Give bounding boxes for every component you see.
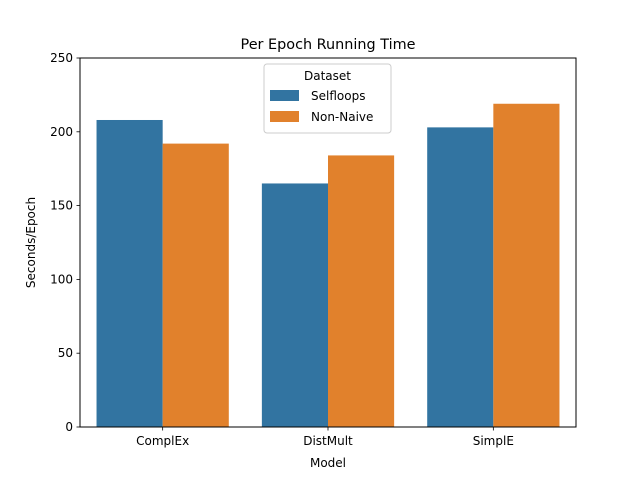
x-tick-label-complex: ComplEx (136, 434, 189, 448)
bar-simple-selfloops (427, 127, 494, 427)
y-axis-label: Seconds/Epoch (24, 197, 38, 288)
legend-swatch-non-naive (270, 111, 299, 122)
legend-swatch-selfloops (270, 90, 299, 101)
bars-group (96, 103, 560, 428)
y-tick-label: 100 (50, 272, 73, 286)
bar-distmult-selfloops (261, 183, 328, 427)
legend-label-selfloops: Selfloops (311, 89, 365, 103)
bar-complex-selfloops (96, 119, 163, 427)
y-axis: 0 50 100 150 200 250 (50, 51, 80, 434)
x-axis: ComplEx DistMult SimplE (136, 427, 514, 448)
bar-distmult-non-naive (328, 155, 395, 427)
y-tick-label: 0 (65, 420, 73, 434)
bar-complex-non-naive (162, 143, 229, 427)
legend-items: Selfloops Non-Naive (270, 89, 373, 124)
y-tick-label: 150 (50, 199, 73, 213)
legend-label-non-naive: Non-Naive (311, 110, 373, 124)
plot-area-frame (79, 57, 577, 428)
x-axis-label: Model (310, 456, 346, 470)
chart-title: Per Epoch Running Time (241, 37, 416, 53)
legend-title: Dataset (304, 69, 351, 83)
y-tick-label: 250 (50, 51, 73, 65)
x-tick-label-distmult: DistMult (303, 434, 353, 448)
bar-simple-non-naive (493, 103, 560, 428)
legend: Dataset Selfloops Non-Naive (263, 63, 392, 134)
y-tick-label: 50 (58, 346, 73, 360)
x-tick-label-simple: SimplE (473, 434, 514, 448)
y-tick-label: 200 (50, 125, 73, 139)
